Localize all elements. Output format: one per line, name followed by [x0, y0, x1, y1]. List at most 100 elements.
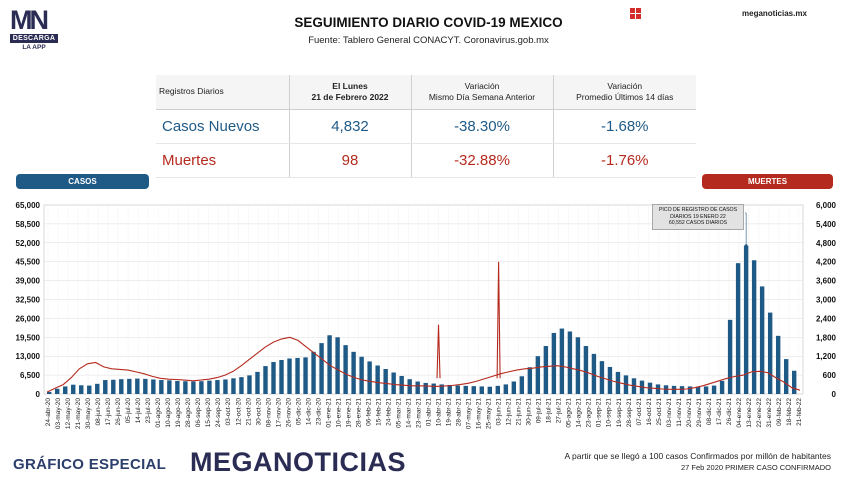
x-tick: 01-ene-21	[325, 398, 332, 428]
peak-annotation: PICO DE REGISTRO DE CASOS DIARIOS 19 ENE…	[652, 204, 744, 230]
x-tick: 14-mar-21	[405, 398, 412, 428]
casos-bar	[183, 381, 188, 394]
x-tick: 19-abr-21	[446, 398, 453, 427]
casos-bar	[743, 245, 749, 394]
casos-bar	[615, 371, 621, 394]
x-tick: 04-ene-22	[736, 398, 743, 428]
x-tick: 13-ene-22	[746, 398, 753, 428]
casos-bar	[559, 328, 565, 394]
row-value: 98	[289, 143, 412, 178]
casos-bar	[367, 361, 372, 394]
casos-bar	[575, 337, 581, 394]
table-row-muertes: Muertes 98 -32.88% -1.76%	[156, 143, 696, 178]
footer-note-first-case: 27 Feb 2020 PRIMER CASO CONFIRMADO	[680, 463, 831, 472]
casos-bar	[767, 312, 773, 394]
x-tick: 26-nov-20	[285, 398, 292, 428]
x-tick: 24-abr-20	[45, 398, 52, 427]
x-tick: 16-may-21	[476, 398, 483, 429]
casos-bar	[119, 379, 124, 394]
casos-bar	[711, 385, 717, 394]
y-right-tick: 3,000	[816, 296, 837, 305]
row-label: Casos Nuevos	[156, 109, 290, 144]
casos-bar	[199, 381, 204, 394]
y-left-tick: 0	[36, 390, 41, 399]
x-tick: 24-feb-21	[385, 398, 392, 426]
casos-bar	[487, 386, 492, 394]
x-tick: 25-oct-21	[656, 398, 663, 426]
x-tick: 26-jun-20	[115, 398, 122, 426]
page-source: Fuente: Tablero General CONACYT. Coronav…	[308, 35, 549, 46]
x-tick: 24-sep-20	[215, 398, 222, 428]
casos-bar	[255, 371, 260, 394]
footer-special-label: GRÁFICO ESPECIAL	[13, 456, 167, 473]
casos-bar	[263, 366, 268, 394]
x-tick: 10-ene-21	[335, 398, 342, 428]
casos-bar	[103, 380, 108, 394]
casos-bar	[391, 372, 396, 394]
casos-bar	[87, 385, 92, 394]
casos-bar	[695, 386, 701, 394]
x-tick: 19-ene-21	[345, 398, 352, 428]
y-right-tick: 3,600	[816, 277, 837, 286]
casos-bar	[583, 346, 589, 394]
x-tick: 14-jul-20	[135, 398, 142, 424]
casos-bar	[591, 353, 597, 394]
x-tick: 01-sep-21	[596, 398, 603, 428]
row-var-week: -32.88%	[411, 143, 554, 178]
casos-bar	[463, 385, 468, 394]
y-left-tick: 39,000	[16, 277, 41, 286]
casos-bar	[431, 383, 436, 394]
x-tick: 15-sep-20	[205, 398, 212, 428]
y-left-tick: 6,500	[20, 371, 41, 380]
casos-bar	[503, 384, 509, 394]
muertes-spike	[436, 324, 441, 379]
x-tick: 30-jun-21	[526, 398, 533, 426]
casos-bar	[655, 384, 661, 394]
muertes-line	[46, 336, 801, 393]
logo-mark: MN	[10, 5, 49, 35]
casos-bar	[511, 381, 517, 394]
x-tick: 01-ago-20	[155, 398, 162, 428]
casos-bar	[231, 378, 236, 394]
footer-note-threshold: A partir que se llegó a 100 casos Confir…	[564, 451, 832, 461]
casos-bar	[407, 379, 412, 394]
y-left-tick: 45,500	[16, 258, 41, 267]
mn-logo: MN DESCARGA LA APP	[10, 5, 58, 52]
casos-bar	[727, 319, 733, 394]
casos-bar	[375, 365, 380, 394]
casos-bar	[159, 380, 164, 394]
header-date: El Lunes 21 de Febrero 2022	[289, 75, 412, 110]
casos-bar	[687, 386, 693, 394]
page-title: SEGUIMIENTO DIARIO COVID-19 MEXICO	[294, 15, 563, 30]
x-tick: 23-dic-20	[315, 398, 322, 425]
casos-bar	[735, 263, 741, 394]
x-tick: 12-jun-21	[506, 398, 513, 426]
casos-bar	[79, 385, 84, 394]
x-tick: 10-ago-20	[165, 398, 172, 428]
site-url: meganoticias.mx	[742, 9, 807, 18]
casos-bar	[703, 386, 709, 394]
x-tick: 19-sep-21	[616, 398, 623, 428]
casos-bar	[335, 337, 340, 394]
casos-bar	[223, 379, 228, 394]
casos-bar	[759, 286, 765, 394]
casos-bar	[111, 379, 116, 394]
casos-bar	[359, 356, 364, 394]
casos-bar	[551, 332, 557, 394]
casos-bar	[207, 380, 212, 394]
x-tick: 28-ago-20	[185, 398, 192, 428]
x-tick: 05-dic-20	[295, 398, 302, 425]
x-tick: 08-jun-20	[95, 398, 102, 426]
casos-bar	[495, 385, 501, 394]
row-label: Muertes	[156, 143, 290, 178]
logo-descarga-label: DESCARGA	[10, 34, 58, 43]
casos-bar	[567, 331, 573, 394]
row-var-avg: -1.68%	[553, 109, 696, 144]
x-tick: 11-nov-21	[676, 398, 683, 427]
covid-chart: 65,000 6,000 58,500 5,400 52,000 4,800 45,500 4…	[16, 201, 837, 429]
x-tick: 14-ago-21	[576, 398, 583, 428]
x-tick: 15-feb-21	[375, 398, 382, 426]
casos-bar	[287, 358, 292, 394]
casos-bar	[303, 357, 308, 394]
header-var-week: Variación Mismo Día Semana Anterior	[411, 75, 554, 110]
